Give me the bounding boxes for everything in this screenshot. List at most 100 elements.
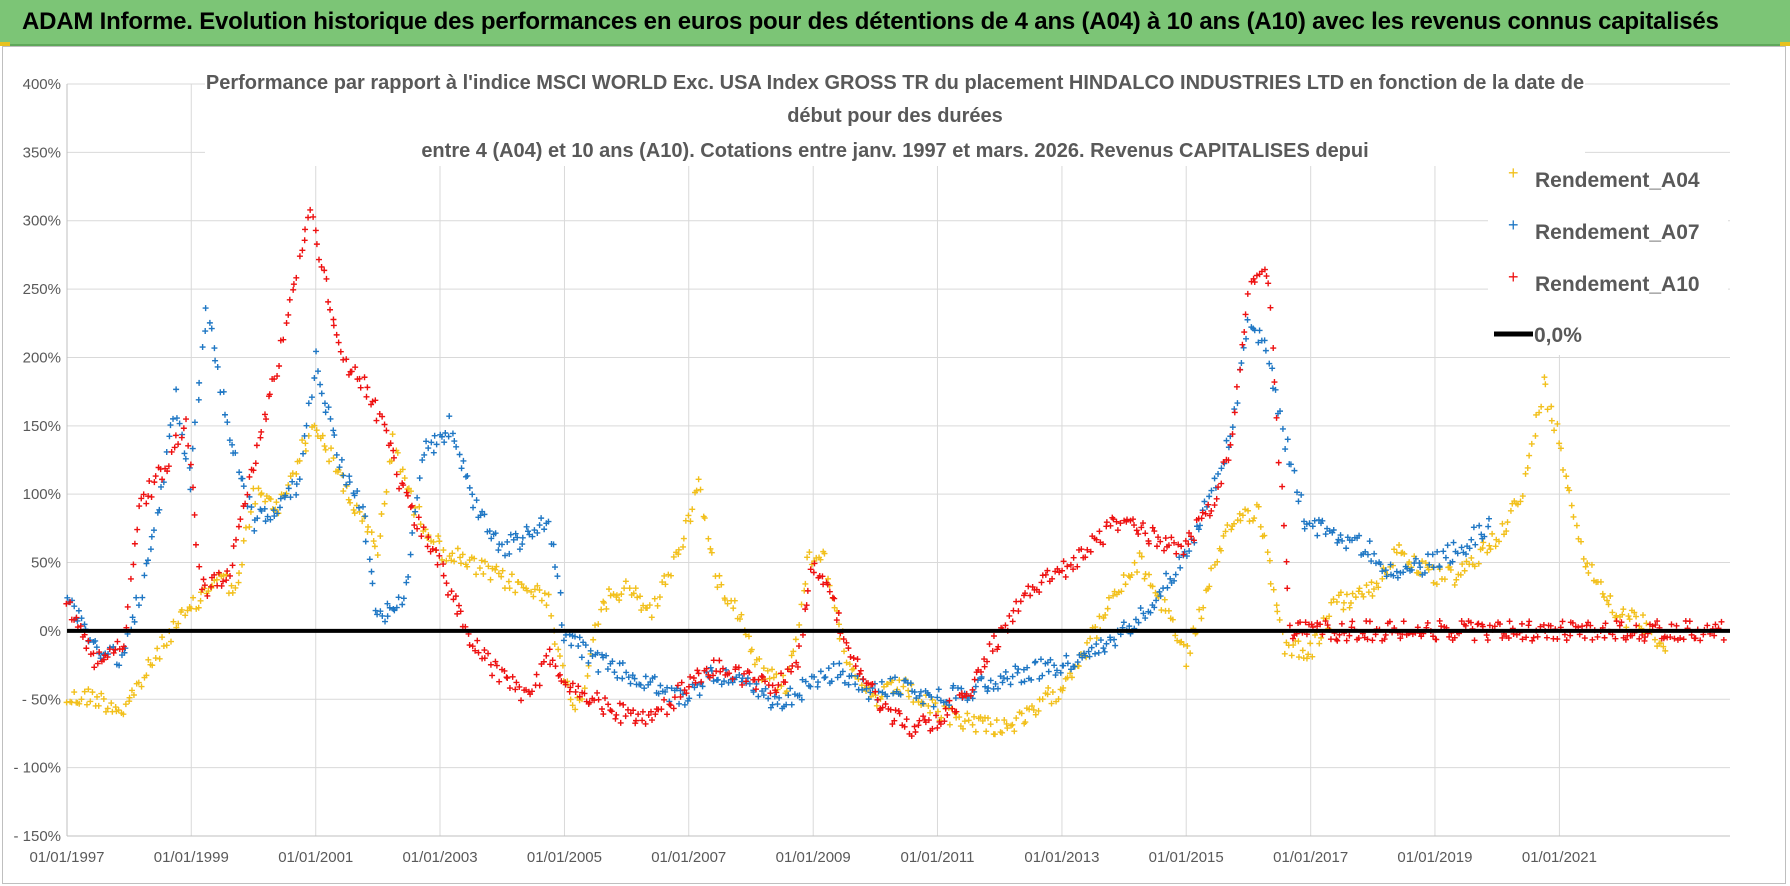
point-a04 [600,599,607,606]
point-a04 [94,693,101,700]
point-a04 [603,605,610,612]
point-a04 [213,576,220,583]
point-a04 [965,717,972,724]
point-a04 [1048,700,1055,707]
point-a10 [1199,509,1206,516]
point-a07 [379,612,386,619]
point-a07 [407,551,414,558]
point-a04 [662,581,669,588]
point-a07 [492,530,499,537]
point-a07 [262,518,269,525]
point-a04 [1479,545,1486,552]
point-a07 [366,556,373,563]
point-a07 [318,390,325,397]
point-a04 [766,675,773,682]
point-a04 [1609,609,1616,616]
point-a10 [1692,635,1699,642]
point-a10 [949,705,956,712]
point-a07 [351,492,358,499]
point-a07 [416,475,423,482]
point-a07 [1311,517,1318,524]
point-a07 [71,603,78,610]
point-a04 [835,621,842,628]
legend-label-a07: Rendement_A07 [1535,221,1700,244]
point-a10 [1241,329,1248,336]
point-a07 [1052,672,1059,679]
point-a10 [719,665,726,672]
y-tick-label: 0% [39,623,61,640]
legend-label-a10: Rendement_A10 [1535,273,1700,296]
point-a10 [1587,622,1594,629]
point-a04 [374,552,381,559]
point-a04 [534,582,541,589]
point-a10 [1110,516,1117,523]
chart-title-line-2: début pour des durées [787,105,1003,127]
point-a07 [828,678,835,685]
point-a10 [600,711,607,718]
point-a07 [1393,568,1400,575]
point-a07 [258,507,265,514]
point-a07 [354,488,361,495]
point-a04 [695,476,702,483]
point-a04 [1373,580,1380,587]
point-a04 [1035,707,1042,714]
point-a04 [130,691,137,698]
point-a10 [440,561,447,568]
point-a07 [202,305,209,312]
point-a04 [748,646,755,653]
point-a04 [769,666,776,673]
point-a10 [345,371,352,378]
point-a07 [1315,516,1322,523]
point-a10 [302,226,309,233]
point-a07 [595,668,602,675]
point-a07 [1301,518,1308,525]
point-a04 [979,717,986,724]
banner-title: ADAM Informe. Evolution historique des p… [22,8,1719,35]
point-a07 [322,409,329,416]
point-a10 [1237,366,1244,373]
point-a04 [804,554,811,561]
point-a07 [825,665,832,672]
point-a04 [170,618,177,625]
point-a07 [393,604,400,611]
point-a07 [788,701,795,708]
point-a04 [345,496,352,503]
point-a04 [1102,611,1109,618]
point-a07 [1238,360,1245,367]
point-a10 [1475,620,1482,627]
point-a07 [611,669,618,676]
point-a07 [166,433,173,440]
point-a04 [745,633,752,640]
point-a04 [1122,581,1129,588]
point-a10 [1155,534,1162,541]
point-a10 [1044,567,1051,574]
point-a10 [1114,527,1121,534]
point-a10 [649,717,656,724]
point-a10 [318,263,325,270]
point-a04 [971,713,978,720]
point-a04 [1657,640,1664,647]
point-a04 [932,700,939,707]
point-a10 [164,468,171,475]
point-a07 [176,420,183,427]
point-a04 [731,597,738,604]
point-a07 [331,432,338,439]
point-a10 [810,569,817,576]
point-a07 [609,658,616,665]
point-a10 [681,687,688,694]
point-a07 [498,541,505,548]
point-a07 [1337,532,1344,539]
point-a10 [433,547,440,554]
point-a04 [1620,606,1627,613]
banner-corner-left [0,42,10,46]
point-a07 [75,607,82,614]
point-a04 [659,579,666,586]
point-a07 [293,491,300,498]
point-a07 [815,679,822,686]
point-a10 [518,697,525,704]
point-a07 [1164,584,1171,591]
point-a07 [997,673,1004,680]
point-a10 [196,563,203,570]
y-tick-label: 250% [23,281,61,298]
point-a10 [411,522,418,529]
